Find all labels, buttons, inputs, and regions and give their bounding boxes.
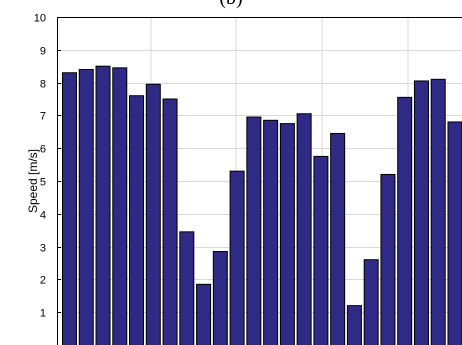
bar-8 xyxy=(179,231,195,345)
bar-21 xyxy=(397,96,413,345)
bar-16 xyxy=(313,155,329,345)
bar-19 xyxy=(363,259,379,345)
bar-9 xyxy=(196,283,212,345)
y-tick-label: 5 xyxy=(40,177,46,189)
panel-label: (b) xyxy=(0,0,462,10)
y-tick-label: 2 xyxy=(40,275,46,287)
bar-11 xyxy=(229,170,245,345)
bar-3 xyxy=(95,65,111,345)
y-axis-label: Speed [m/s] xyxy=(26,149,40,213)
y-tick-label: 8 xyxy=(40,79,46,91)
y-tick-label: 7 xyxy=(40,111,46,123)
bar-24 xyxy=(447,121,462,345)
y-tick-label: 6 xyxy=(40,144,46,156)
y-tick-label: 3 xyxy=(40,243,46,255)
bar-10 xyxy=(212,251,228,345)
bar-17 xyxy=(330,132,346,345)
bar-12 xyxy=(246,116,262,345)
bar-23 xyxy=(430,78,446,345)
bar-22 xyxy=(413,80,429,345)
y-tick-label: 9 xyxy=(40,46,46,58)
bar-7 xyxy=(162,98,178,345)
bar-series xyxy=(62,65,462,345)
bar-14 xyxy=(279,123,295,345)
bar-18 xyxy=(346,305,362,345)
bar-20 xyxy=(380,173,396,345)
y-tick-label: 4 xyxy=(40,210,46,222)
y-tick-label: 10 xyxy=(34,13,46,25)
plot-frame xyxy=(57,17,462,345)
bar-5 xyxy=(129,95,145,345)
bar-15 xyxy=(296,113,312,345)
bar-13 xyxy=(263,119,279,345)
y-axis-ticks: 1 2 3 4 5 6 7 8 9 10 xyxy=(34,13,61,320)
bar-2 xyxy=(78,68,94,345)
bar-6 xyxy=(145,83,161,345)
bar-1 xyxy=(62,72,77,345)
y-tick-label: 1 xyxy=(40,308,46,320)
bar-4 xyxy=(112,67,128,345)
